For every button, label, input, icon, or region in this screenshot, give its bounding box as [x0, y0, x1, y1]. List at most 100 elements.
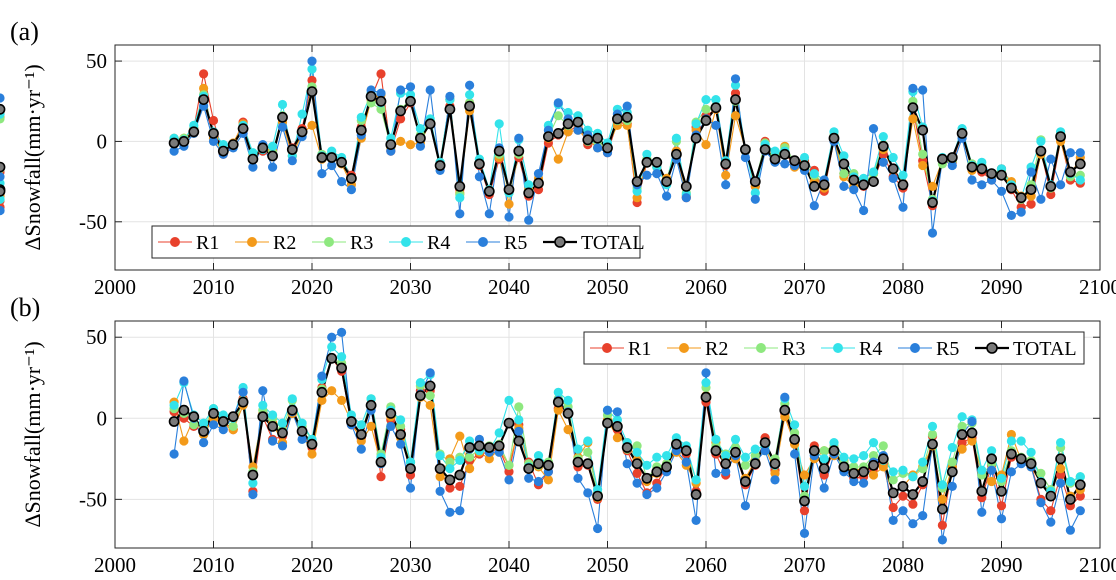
point-total: [464, 100, 475, 112]
point-r5: [632, 478, 642, 488]
point-r5: [307, 56, 317, 66]
point-total: [336, 156, 347, 168]
point-r3: [888, 475, 898, 485]
point-r2: [1006, 429, 1017, 440]
point-r3: [583, 447, 593, 457]
point-r4: [770, 146, 780, 156]
point-r5: [317, 371, 327, 381]
point-r2: [543, 475, 554, 485]
point-total: [336, 362, 347, 374]
point-total: [306, 86, 318, 97]
point-r5: [514, 133, 524, 143]
panel-b: 2000 2010 2020 2030 2040 2050 2060 2070 2080 2090…: [10, 293, 1116, 577]
point-r5: [1075, 148, 1085, 158]
point-r5: [859, 478, 869, 488]
point-total: [257, 142, 269, 154]
point-total: [602, 417, 613, 429]
point-total: [345, 172, 357, 184]
point-total: [937, 503, 948, 515]
point-total: [1006, 182, 1017, 194]
point-total: [858, 466, 869, 478]
point-r5: [740, 152, 751, 163]
point-r2: [701, 140, 711, 150]
point-r4: [0, 194, 5, 204]
y-axis-label: ΔSnowfall(mm·yr⁻¹): [20, 341, 45, 527]
point-r4: [829, 438, 839, 448]
point-r5: [819, 483, 829, 493]
point-total: [217, 416, 229, 427]
point-total: [1045, 180, 1057, 192]
point-r4: [750, 444, 760, 454]
point-r3: [750, 451, 760, 461]
point-total: [385, 139, 397, 150]
point-total: [552, 396, 564, 408]
point-r5: [1075, 506, 1085, 516]
point-r5: [908, 519, 918, 529]
point-total: [316, 152, 328, 163]
point-total: [1055, 131, 1066, 142]
point-r5: [199, 438, 209, 448]
point-r5: [248, 489, 258, 500]
point-r4: [987, 446, 997, 456]
point-r5: [208, 420, 219, 430]
point-r4: [1075, 175, 1085, 185]
point-total: [434, 160, 446, 171]
point-total: [838, 461, 850, 473]
point-r5: [435, 486, 445, 496]
point-r4: [169, 400, 179, 410]
point-total: [799, 160, 810, 171]
point-total: [976, 163, 988, 175]
point-total: [927, 438, 938, 450]
x-tick-label: 2090: [981, 275, 1023, 299]
point-total: [395, 105, 406, 117]
point-total: [444, 103, 456, 115]
legend-label-r2: R2: [273, 232, 296, 254]
legend-marker: [833, 343, 843, 353]
point-r5: [524, 215, 534, 225]
point-total: [493, 145, 505, 157]
point-r2: [632, 193, 642, 203]
point-r4: [642, 460, 652, 470]
point-r5: [248, 162, 258, 172]
point-r5: [425, 368, 435, 378]
point-r5: [780, 392, 790, 402]
point-r5: [918, 85, 928, 95]
point-r4: [957, 412, 967, 422]
point-r2: [563, 127, 573, 137]
point-total: [414, 132, 426, 144]
point-r3: [376, 104, 386, 114]
point-r5: [504, 212, 514, 222]
point-total: [306, 438, 318, 450]
point-r4: [652, 452, 662, 462]
point-total: [612, 113, 623, 125]
point-total: [247, 469, 259, 481]
point-total: [543, 459, 554, 471]
point-total: [651, 466, 663, 478]
point-r3: [189, 420, 199, 430]
point-r5: [179, 376, 189, 386]
x-tick-label: 2050: [587, 275, 629, 299]
point-total: [1015, 453, 1027, 465]
point-r5: [888, 173, 898, 183]
point-total: [1035, 477, 1047, 489]
point-r4: [258, 400, 268, 410]
point-r4: [878, 132, 888, 142]
point-r4: [415, 378, 425, 388]
point-r4: [277, 418, 288, 428]
point-r3: [1036, 468, 1046, 478]
point-total: [818, 463, 830, 474]
point-total: [720, 158, 732, 170]
point-r2: [307, 449, 317, 459]
point-r1: [799, 506, 810, 516]
point-total: [316, 386, 328, 398]
point-total: [661, 176, 672, 187]
point-r5: [642, 170, 652, 180]
point-total: [759, 437, 771, 448]
point-r4: [908, 472, 918, 482]
x-tick-label: 2030: [390, 275, 432, 299]
point-r5: [169, 146, 179, 156]
point-total: [493, 440, 505, 452]
point-r2: [908, 114, 918, 124]
point-r5: [533, 169, 544, 179]
point-r4: [671, 133, 682, 143]
